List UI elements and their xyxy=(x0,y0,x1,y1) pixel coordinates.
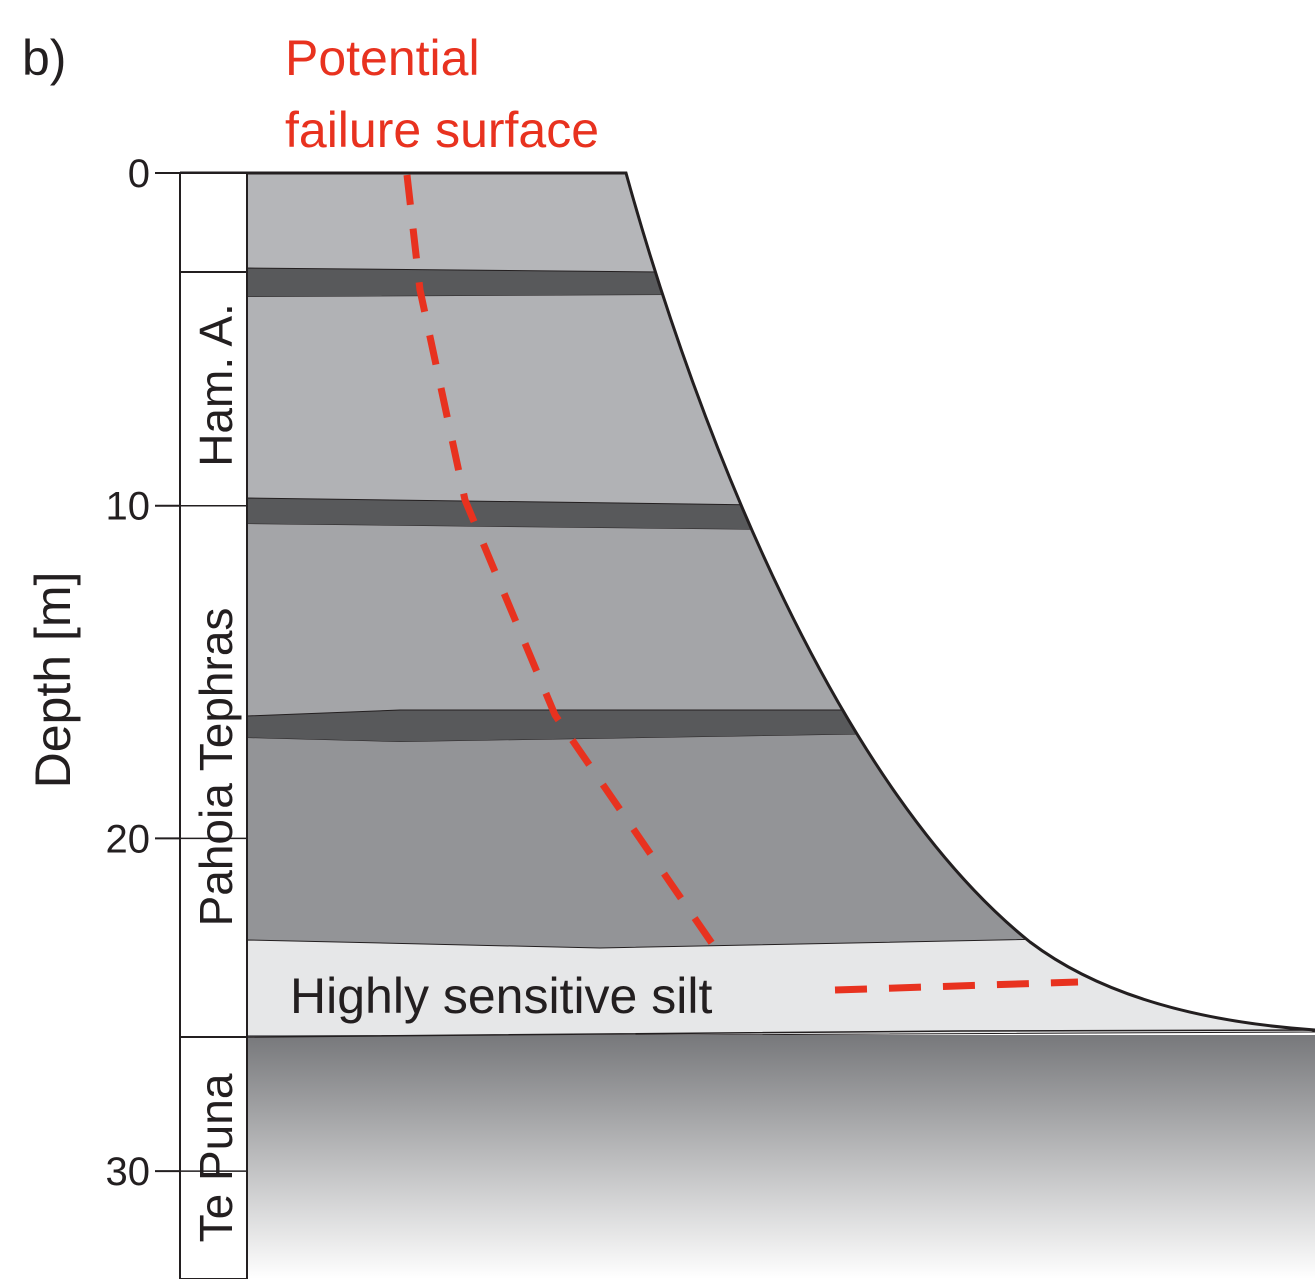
layer xyxy=(247,295,760,505)
tick-label: 0 xyxy=(128,152,150,196)
dark-band xyxy=(247,267,671,298)
layer xyxy=(247,524,860,716)
unit-column xyxy=(179,172,248,1279)
bedrock xyxy=(247,1035,1315,1279)
failure-surface xyxy=(834,978,1079,994)
failure-surface xyxy=(403,174,723,957)
panel-label: b) xyxy=(22,30,66,86)
slope-profile xyxy=(180,171,1315,1032)
cross-section xyxy=(247,173,1315,1279)
axis-label: Depth [m] xyxy=(25,572,81,789)
tick-label: 10 xyxy=(106,485,151,529)
tick-label: 20 xyxy=(106,817,151,861)
unit-label: Ham. A. xyxy=(190,303,242,467)
layer-label: Highly sensitive silt xyxy=(290,968,712,1024)
unit-label: Te Puna xyxy=(190,1073,242,1242)
unit-label: Pahoia Tephras xyxy=(190,608,242,927)
boundary xyxy=(247,1029,1315,1038)
annotation: Potential xyxy=(285,30,480,86)
layer xyxy=(247,734,1100,948)
tick-label: 30 xyxy=(106,1150,151,1194)
annotation: failure surface xyxy=(285,102,599,158)
